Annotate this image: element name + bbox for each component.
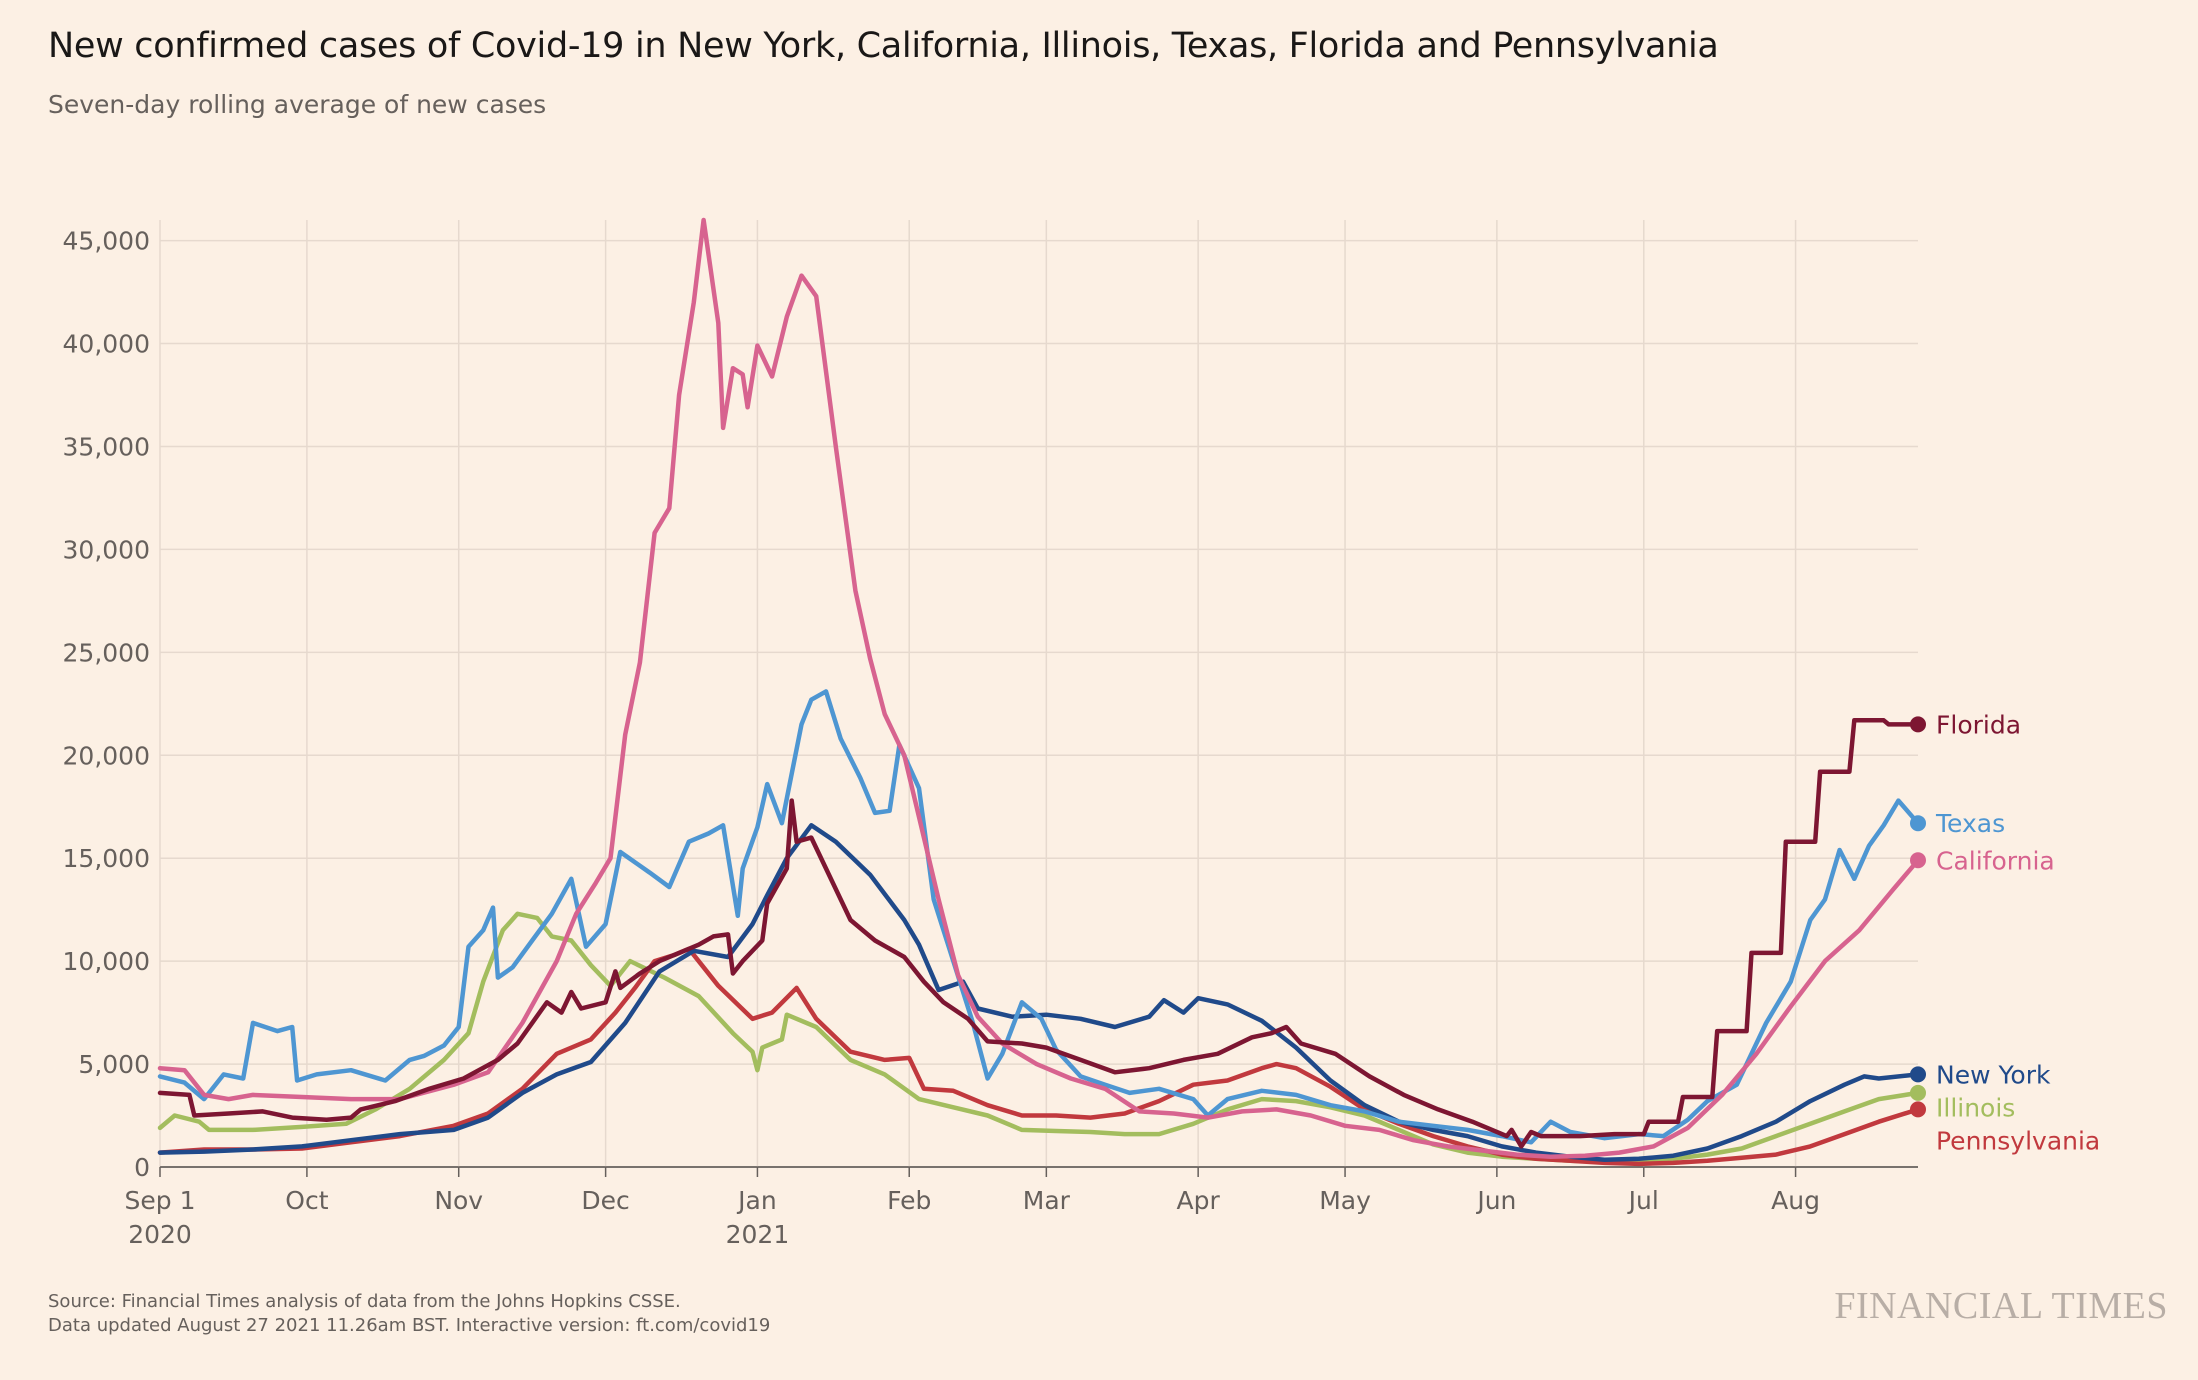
end-labels: Florida Texas California New York Illinois Pe… [1910,710,2100,1155]
end-dot-california [1910,852,1926,869]
end-dot-florida [1910,716,1926,733]
x-tick-label: Feb [887,1186,931,1215]
x-tick-label: May [1319,1186,1371,1215]
x-tick-label: Apr [1177,1186,1221,1215]
y-tick-label: 45,000 [63,227,150,256]
axes: 0 5,000 10,000 15,000 20,000 25,000 30,000 35,0… [63,227,1918,1249]
end-dot-illinois [1910,1084,1926,1101]
x-tick-label: Mar [1023,1186,1071,1215]
x-tick-label: Jan [736,1186,777,1215]
x-tick-label: Oct [285,1186,328,1215]
brand-logo: FINANCIAL TIMES [1834,1285,2168,1327]
line-chart: 0 5,000 10,000 15,000 20,000 25,000 30,000 35,0… [63,217,2100,1249]
series-label-illinois: Illinois [1936,1093,2015,1122]
x-tick-year-label: 2020 [128,1220,192,1249]
source-note: Source: Financial Times analysis of data… [48,1290,770,1338]
source-line: Source: Financial Times analysis of data… [48,1291,681,1312]
x-tick-label: Nov [434,1186,483,1215]
series-label-florida: Florida [1936,710,2021,739]
chart-title: New confirmed cases of Covid-19 in New Y… [48,26,1719,66]
y-tick-label: 15,000 [63,844,150,873]
x-tick-label: Dec [581,1186,629,1215]
series-label-new-york: New York [1936,1060,2051,1089]
y-tick-label: 20,000 [63,741,150,770]
x-tick-label: Aug [1771,1186,1820,1215]
y-tick-label: 40,000 [63,330,150,359]
end-dot-new-york [1910,1066,1926,1083]
series-line-texas [157,689,1921,1145]
series-line-pennsylvania [157,946,1921,1167]
x-tick-label: Jul [1627,1186,1659,1215]
y-tick-label: 10,000 [63,947,150,976]
end-dot-texas [1910,815,1926,832]
series-line-california [157,217,1921,1159]
end-dot-pennsylvania [1910,1101,1926,1118]
updated-line: Data updated August 27 2021 11.26am BST.… [48,1315,771,1336]
chart-subtitle: Seven-day rolling average of new cases [48,90,547,119]
x-tick-year-label: 2021 [726,1220,790,1249]
series-label-pennsylvania: Pennsylvania [1936,1126,2100,1155]
y-tick-label: 35,000 [63,432,150,461]
series-label-texas: Texas [1935,809,2005,838]
y-tick-label: 25,000 [63,638,150,667]
y-tick-label: 0 [134,1153,150,1182]
x-tick-label: Jun [1475,1186,1516,1215]
gridlines [159,220,1918,1168]
series-line-new-york [157,823,1921,1163]
y-tick-label: 30,000 [63,535,150,564]
series-label-california: California [1936,846,2055,875]
x-tick-label: Sep 1 [125,1186,196,1215]
y-tick-label: 5,000 [78,1050,150,1079]
series-line-florida [157,718,1921,1149]
series-line-illinois [157,911,1921,1165]
series-lines [157,217,1921,1167]
